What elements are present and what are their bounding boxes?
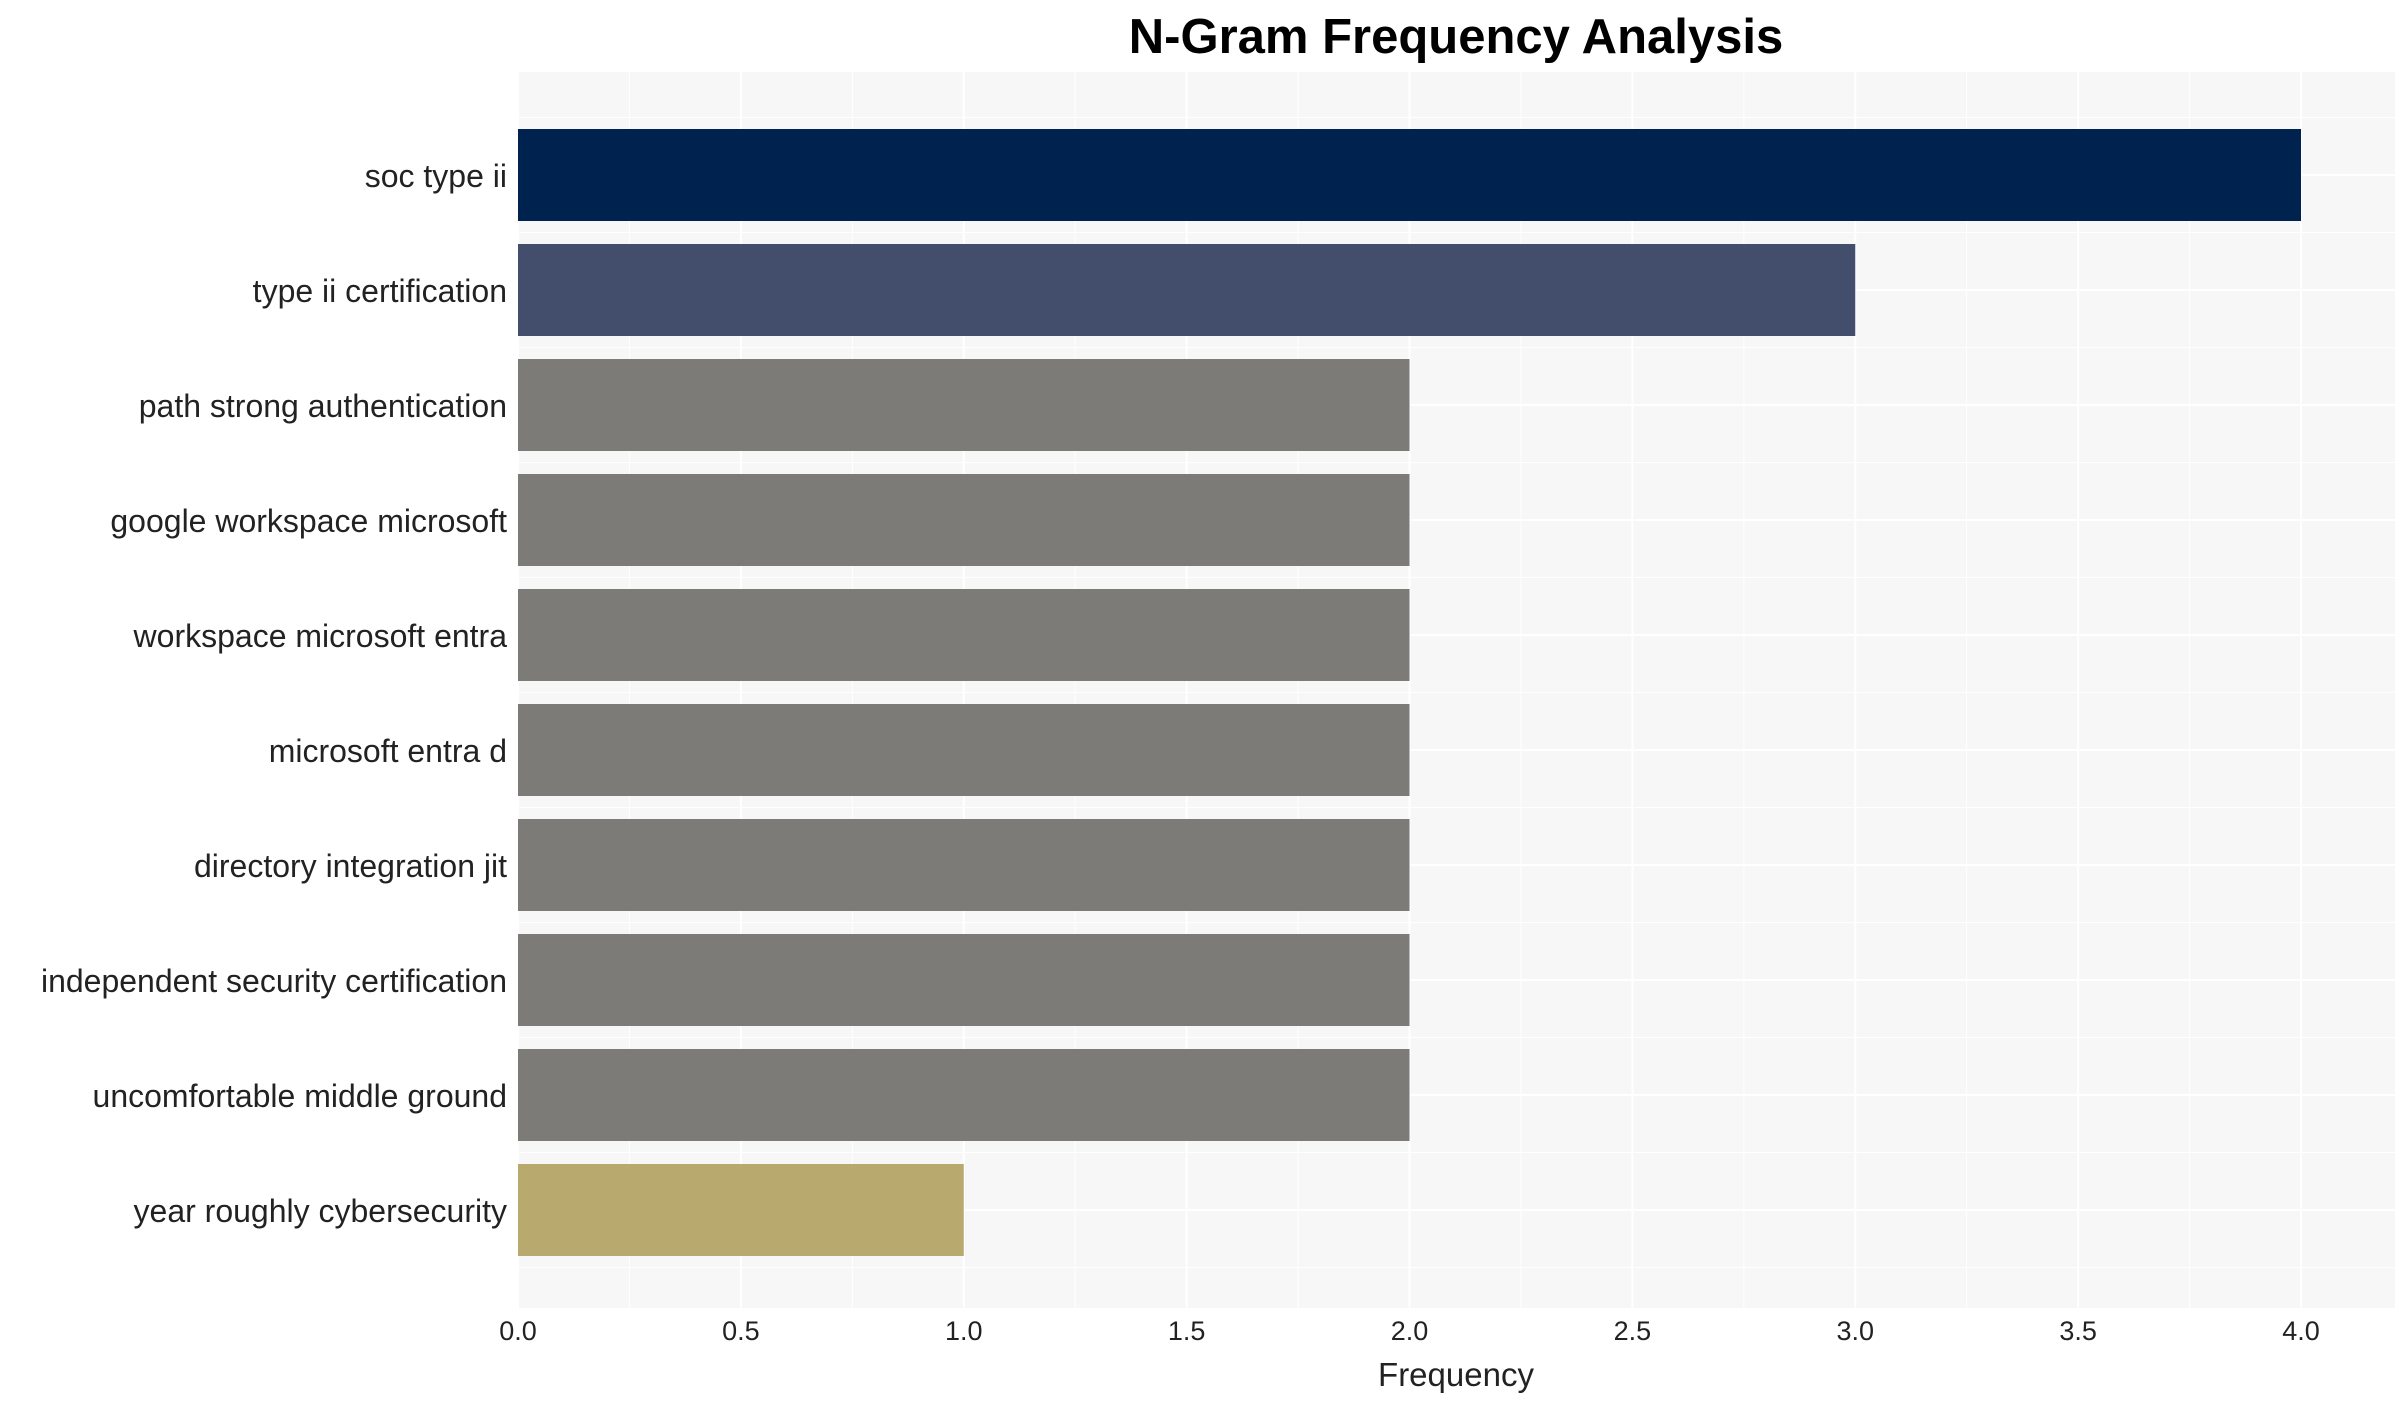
category-label: uncomfortable middle ground	[93, 1078, 507, 1114]
x-tick-label: 2.5	[1614, 1316, 1652, 1346]
category-label: type ii certification	[253, 273, 507, 309]
category-label: directory integration jit	[194, 848, 507, 884]
category-label: microsoft entra d	[269, 733, 507, 769]
x-tick-label: 0.5	[722, 1316, 760, 1346]
category-label: google workspace microsoft	[110, 503, 507, 539]
x-tick-label: 3.5	[2059, 1316, 2097, 1346]
bar	[518, 244, 1856, 336]
category-labels: soc type ii type ii certification path str…	[41, 158, 507, 1229]
bar	[518, 1164, 964, 1256]
bar	[518, 589, 1410, 681]
x-tick-labels: 0.0 0.5 1.0 1.5 2.0 2.5 3.0 3.5 4.0	[499, 1316, 2320, 1346]
x-tick-label: 2.0	[1391, 1316, 1429, 1346]
bar	[518, 359, 1410, 451]
bar	[518, 934, 1410, 1026]
bar	[518, 1049, 1410, 1141]
chart-title: N-Gram Frequency Analysis	[1129, 10, 1783, 64]
bars	[518, 129, 2301, 1256]
bar	[518, 819, 1410, 911]
category-label: year roughly cybersecurity	[134, 1193, 507, 1229]
bar	[518, 704, 1410, 796]
x-tick-label: 4.0	[2282, 1316, 2320, 1346]
bar	[518, 474, 1410, 566]
x-tick-label: 1.5	[1168, 1316, 1206, 1346]
x-tick-label: 1.0	[945, 1316, 983, 1346]
x-tick-label: 0.0	[499, 1316, 537, 1346]
x-tick-label: 3.0	[1836, 1316, 1874, 1346]
category-label: path strong authentication	[139, 388, 507, 424]
category-label: independent security certification	[41, 963, 507, 999]
category-label: soc type ii	[365, 158, 507, 194]
bar	[518, 129, 2301, 221]
x-axis-label: Frequency	[1378, 1356, 1534, 1393]
category-label: workspace microsoft entra	[133, 618, 508, 654]
